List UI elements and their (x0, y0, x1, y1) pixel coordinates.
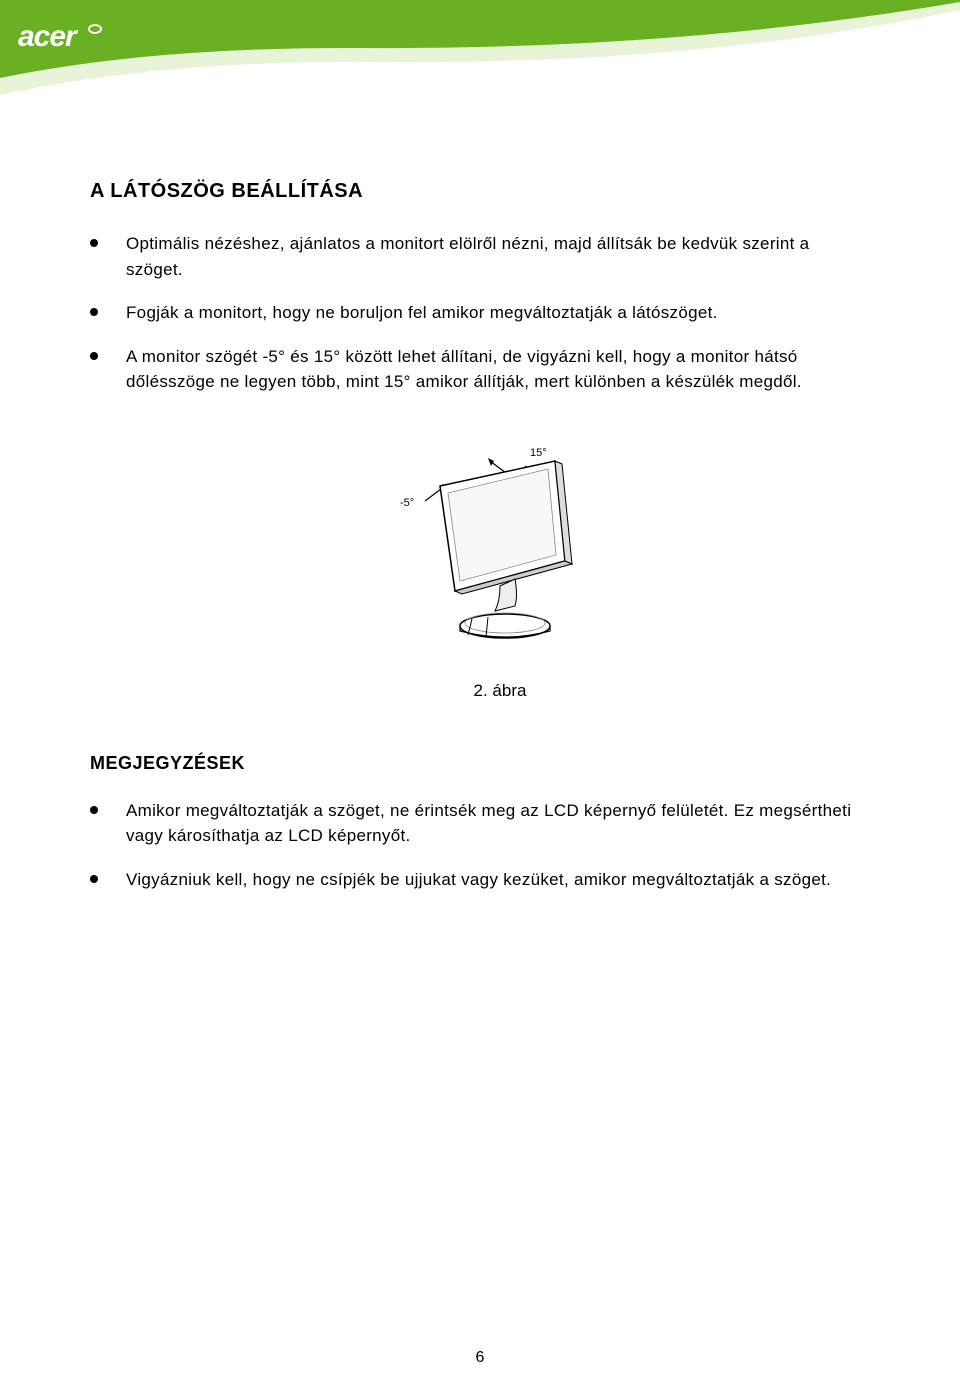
bullet-icon (90, 308, 98, 316)
bullet-text: Amikor megváltoztatják a szöget, ne érin… (126, 798, 870, 849)
page-number: 6 (0, 1349, 960, 1367)
list-item: A monitor szögét -5° és 15° között lehet… (90, 344, 870, 395)
list-item: Amikor megváltoztatják a szöget, ne érin… (90, 798, 870, 849)
bullet-text: Vigyázniuk kell, hogy ne csípjék be ujju… (126, 867, 870, 893)
section-title: A LÁTÓSZÖG BEÁLLÍTÁSA (90, 180, 870, 203)
acer-logo: acer (18, 18, 128, 61)
page-header: acer (0, 0, 960, 120)
list-item: Vigyázniuk kell, hogy ne csípjék be ujju… (90, 867, 870, 893)
monitor-tilt-diagram: -5° 15° (340, 431, 620, 651)
bullet-icon (90, 352, 98, 360)
list-item: Fogják a monitort, hogy ne boruljon fel … (90, 300, 870, 326)
bullet-icon (90, 239, 98, 247)
main-bullet-list: Optimális nézéshez, ajánlatos a monitort… (90, 231, 870, 395)
angle-label-front: -5° (400, 497, 414, 509)
notes-bullet-list: Amikor megváltoztatják a szöget, ne érin… (90, 798, 870, 893)
bullet-text: Optimális nézéshez, ajánlatos a monitort… (126, 231, 870, 282)
svg-text:acer: acer (18, 20, 79, 53)
list-item: Optimális nézéshez, ajánlatos a monitort… (90, 231, 870, 282)
bullet-text: A monitor szögét -5° és 15° között lehet… (126, 344, 870, 395)
bullet-icon (90, 806, 98, 814)
bullet-text: Fogják a monitort, hogy ne boruljon fel … (126, 300, 870, 326)
notes-title: MEGJEGYZÉSEK (90, 753, 870, 774)
bullet-icon (90, 875, 98, 883)
figure-container: -5° 15° 2. ábra (90, 431, 870, 743)
page-content: A LÁTÓSZÖG BEÁLLÍTÁSA Optimális nézéshez… (0, 120, 960, 892)
header-swoosh (0, 0, 960, 120)
figure-caption: 2. ábra (474, 681, 527, 701)
angle-label-back: 15° (530, 447, 547, 459)
